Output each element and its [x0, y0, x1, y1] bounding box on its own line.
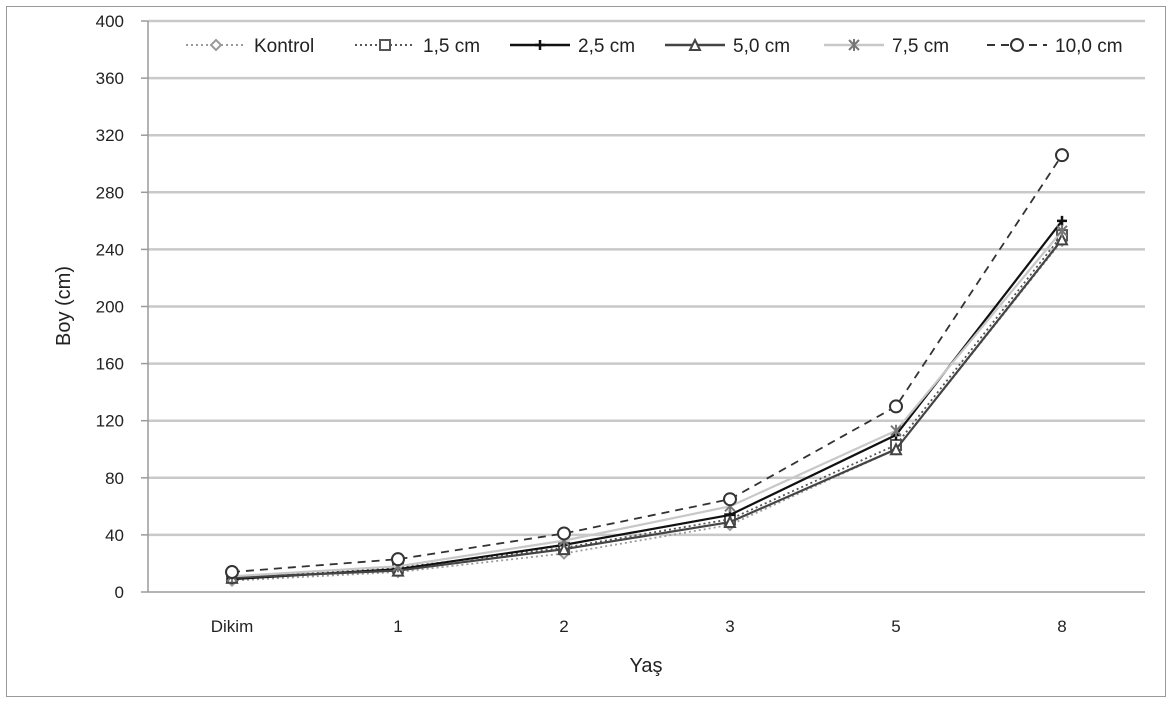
series-2 — [227, 216, 1067, 584]
legend-entry: 1,5 cm — [355, 36, 480, 57]
y-tick-labels: 0 40 80 120 160 200 240 280 320 360 400 — [96, 12, 124, 602]
y-tick-label: 400 — [96, 12, 124, 31]
series-line — [232, 221, 1062, 579]
series-4 — [227, 225, 1067, 582]
data-point — [226, 566, 238, 578]
data-point — [724, 493, 736, 505]
series-lines — [226, 149, 1068, 585]
y-tick-label: 320 — [96, 126, 124, 145]
legend-label: Kontrol — [254, 36, 314, 57]
legend-label: 7,5 cm — [892, 36, 949, 57]
y-tick-label: 80 — [105, 469, 124, 488]
legend-entry: 2,5 cm — [510, 36, 635, 57]
legend: Kontrol 1,5 cm 2,5 cm 5,0 cm 7,5 cm 10,0 cm — [186, 36, 1123, 57]
data-point — [890, 400, 902, 412]
data-point — [1056, 149, 1068, 161]
x-axis-title: Yaş — [630, 655, 663, 677]
y-tick-label: 360 — [96, 69, 124, 88]
y-axis-title: Boy (cm) — [53, 266, 75, 346]
y-tick-label: 280 — [96, 183, 124, 202]
legend-entry: 7,5 cm — [824, 36, 949, 57]
x-tick-label: 1 — [393, 617, 402, 636]
y-tick-label: 160 — [96, 355, 124, 374]
x-tick-label: Dikim — [211, 617, 254, 636]
x-tick-labels: Dikim 1 2 3 5 8 — [211, 617, 1067, 636]
data-point — [535, 40, 545, 50]
legend-label: 1,5 cm — [423, 36, 480, 57]
legend-entry: Kontrol — [186, 36, 314, 57]
x-tick-label: 8 — [1057, 617, 1066, 636]
data-point — [392, 553, 404, 565]
series-0 — [227, 236, 1067, 586]
x-tick-label: 3 — [725, 617, 734, 636]
grid-lines — [148, 21, 1145, 535]
legend-entry: 5,0 cm — [665, 36, 790, 57]
data-point — [380, 40, 390, 50]
data-point — [558, 527, 570, 539]
x-tick-label: 5 — [891, 617, 900, 636]
data-point — [211, 40, 221, 50]
series-line — [232, 231, 1062, 576]
x-tick-label: 2 — [559, 617, 568, 636]
series-line — [232, 239, 1062, 577]
legend-label: 10,0 cm — [1055, 36, 1123, 57]
y-tick-label: 200 — [96, 298, 124, 317]
series-line — [232, 235, 1062, 578]
y-tick-label: 40 — [105, 526, 124, 545]
y-tick-label: 120 — [96, 412, 124, 431]
y-tick-label: 240 — [96, 240, 124, 259]
legend-entry: 10,0 cm — [987, 36, 1123, 57]
data-point — [1011, 39, 1023, 51]
legend-label: 2,5 cm — [578, 36, 635, 57]
y-tick-label: 0 — [115, 583, 124, 602]
data-point — [690, 40, 700, 50]
legend-label: 5,0 cm — [733, 36, 790, 57]
